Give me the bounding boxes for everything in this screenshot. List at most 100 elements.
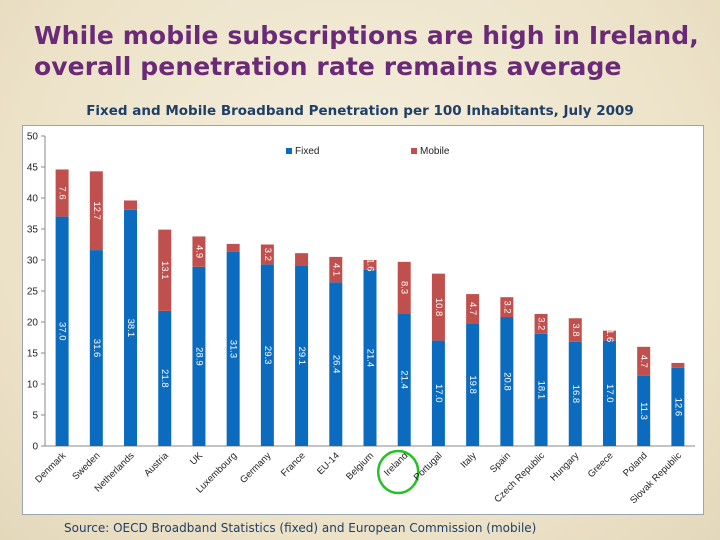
bar-mobile — [602, 330, 616, 341]
data-label-mobile: 4.7 — [467, 302, 478, 315]
data-label-fixed: 31.6 — [91, 339, 102, 358]
bar-mobile — [637, 346, 651, 376]
bar-fixed — [124, 209, 138, 446]
bar-mobile — [363, 260, 377, 270]
bar-mobile — [226, 243, 240, 252]
bar-mobile — [431, 273, 445, 341]
bar-mobile — [500, 297, 514, 318]
data-label-fixed: 29.3 — [262, 346, 273, 365]
bar-mobile — [568, 318, 582, 342]
bar-fixed — [568, 341, 582, 446]
x-tick-label: EU-14 — [315, 450, 342, 477]
data-label-fixed: 26.4 — [330, 355, 341, 374]
x-tick-label: Greece — [586, 450, 616, 480]
bar-mobile — [192, 236, 206, 267]
x-tick-label: Poland — [621, 450, 650, 479]
bar-fixed — [192, 266, 206, 446]
data-label-fixed: 19.8 — [467, 375, 478, 394]
y-tick-label: 35 — [27, 225, 39, 236]
bar-mobile — [124, 200, 138, 210]
data-label-fixed: 20.8 — [501, 372, 512, 391]
y-tick-label: 10 — [27, 380, 39, 391]
y-tick-label: 15 — [27, 349, 39, 360]
data-label-fixed: 21.8 — [159, 369, 170, 388]
source-note: Source: OECD Broadband Statistics (fixed… — [64, 521, 537, 535]
bar-mobile — [295, 253, 309, 266]
data-label-mobile: 7.6 — [57, 186, 68, 199]
x-tick-label: France — [279, 450, 308, 479]
data-label-fixed: 16.8 — [570, 385, 581, 404]
bar-fixed — [226, 251, 240, 446]
legend-mobile-label: Mobile — [420, 146, 450, 157]
data-label-mobile: 8.3 — [399, 281, 410, 294]
bar-mobile — [534, 313, 548, 334]
bar-fixed — [602, 340, 616, 446]
bar-mobile — [397, 261, 411, 314]
data-label-mobile: 4.9 — [193, 245, 204, 258]
legend-fixed-label: Fixed — [295, 146, 319, 157]
bar-fixed — [637, 375, 651, 446]
bar-fixed — [158, 310, 172, 446]
data-label-fixed: 38.1 — [125, 319, 136, 338]
data-label-mobile: 3.8 — [570, 323, 581, 336]
x-tick-label: Austria — [142, 450, 171, 479]
bar-mobile — [329, 256, 343, 283]
slide-title-line-1: While mobile subscriptions are high in I… — [34, 21, 699, 50]
data-label-fixed: 29.1 — [296, 347, 307, 366]
bar-fixed — [397, 313, 411, 446]
data-label-mobile: 3.2 — [262, 248, 273, 261]
stacked-bar-chart: 0 5 10 15 20 25 30 35 40 45 50 Fixed Mobile 37.0 7.6 De… — [27, 132, 695, 506]
y-tick-label: 5 — [32, 411, 38, 422]
y-tick-label: 45 — [27, 163, 39, 174]
data-label-mobile: 13.1 — [159, 261, 170, 280]
data-label-fixed: 12.6 — [672, 398, 683, 417]
legend-fixed-swatch — [286, 148, 292, 154]
bar-fixed — [329, 282, 343, 446]
bar-fixed — [431, 340, 445, 446]
x-tick-label: Italy — [459, 450, 479, 470]
data-label-mobile: 1.6 — [604, 329, 615, 342]
data-label-fixed: 21.4 — [399, 370, 410, 389]
data-label-fixed: 11.3 — [638, 402, 649, 420]
data-label-fixed: 28.9 — [193, 347, 204, 366]
bar-mobile — [158, 229, 172, 311]
chart-title: Fixed and Mobile Broadband Penetration p… — [86, 103, 634, 119]
x-tick-label: UK — [188, 450, 206, 468]
data-label-mobile: 12.7 — [91, 201, 102, 220]
y-tick-label: 50 — [27, 132, 39, 143]
y-tick-label: 25 — [27, 287, 39, 298]
bar-fixed — [295, 265, 309, 446]
x-tick-label: Hungary — [548, 450, 581, 483]
data-label-mobile: 4.7 — [638, 355, 649, 368]
legend-mobile-swatch — [411, 148, 417, 154]
highlight-circle — [376, 449, 420, 495]
data-label-fixed: 31.3 — [228, 340, 239, 359]
data-label-fixed: 18.1 — [536, 381, 547, 400]
bar-mobile — [89, 171, 103, 251]
bar-mobile — [466, 294, 480, 324]
data-label-mobile: 10.8 — [433, 298, 444, 317]
bar-fixed — [89, 250, 103, 446]
x-tick-label: Denmark — [33, 450, 68, 485]
slide-title: While mobile subscriptions are high in I… — [34, 20, 704, 82]
data-label-mobile: 4.1 — [330, 263, 341, 276]
data-label-fixed: 17.0 — [433, 384, 444, 403]
bar-mobile — [260, 244, 274, 265]
bar-fixed — [260, 264, 274, 446]
bar-fixed — [534, 333, 548, 446]
x-tick-label: Sweden — [70, 450, 102, 482]
y-tick-label: 30 — [27, 256, 39, 267]
x-tick-label: Spain — [488, 450, 513, 475]
bar-fixed — [671, 367, 685, 446]
bar-mobile — [671, 362, 685, 368]
y-tick-label: 0 — [32, 442, 38, 453]
data-label-fixed: 37.0 — [57, 322, 68, 341]
y-tick-label: 40 — [27, 194, 39, 205]
data-label-mobile: 3.2 — [501, 301, 512, 314]
x-tick-label: Germany — [238, 450, 274, 486]
bar-fixed — [466, 323, 480, 446]
bar-fixed — [363, 269, 377, 446]
y-tick-label: 20 — [27, 318, 39, 329]
bar-fixed — [55, 216, 69, 446]
data-label-fixed: 17.0 — [604, 384, 615, 403]
